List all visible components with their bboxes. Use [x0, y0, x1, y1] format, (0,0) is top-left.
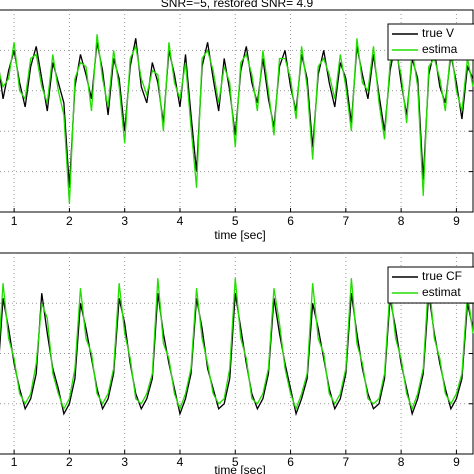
x-axis-label: time [sec] [214, 463, 265, 474]
x-tick-label: 5 [232, 214, 239, 228]
x-tick-label: 4 [177, 214, 184, 228]
x-tick-label: 3 [121, 455, 128, 469]
legend: true CF estimat [387, 266, 474, 304]
x-tick-label: 2 [66, 455, 73, 469]
x-axis-label: time [sec] [214, 228, 265, 242]
legend-label: estimat [422, 285, 461, 299]
chart-title: SNR=−5, restored SNR= 4.9 [161, 0, 314, 10]
x-tick-label: 7 [342, 455, 349, 469]
x-tick-label: 8 [398, 214, 405, 228]
legend: true V estima [387, 23, 474, 61]
x-tick-label: 2 [66, 214, 73, 228]
x-tick-label: 1 [11, 214, 18, 228]
x-tick-label: 6 [287, 214, 294, 228]
legend-label: true V [422, 26, 454, 40]
x-tick-label: 7 [342, 214, 349, 228]
legend-box [387, 266, 474, 304]
x-tick-label: 9 [453, 455, 460, 469]
legend-label: true CF [422, 269, 462, 283]
x-tick-label: 5 [232, 455, 239, 469]
legend-label: estima [422, 42, 458, 56]
x-tick-label: 6 [287, 455, 294, 469]
x-tick-label: 8 [398, 455, 405, 469]
x-tick-label: 9 [453, 214, 460, 228]
x-tick-label: 1 [11, 455, 18, 469]
data-line [0, 278, 474, 411]
x-tick-label: 3 [121, 214, 128, 228]
x-tick-label: 4 [177, 455, 184, 469]
legend-box [387, 23, 474, 61]
